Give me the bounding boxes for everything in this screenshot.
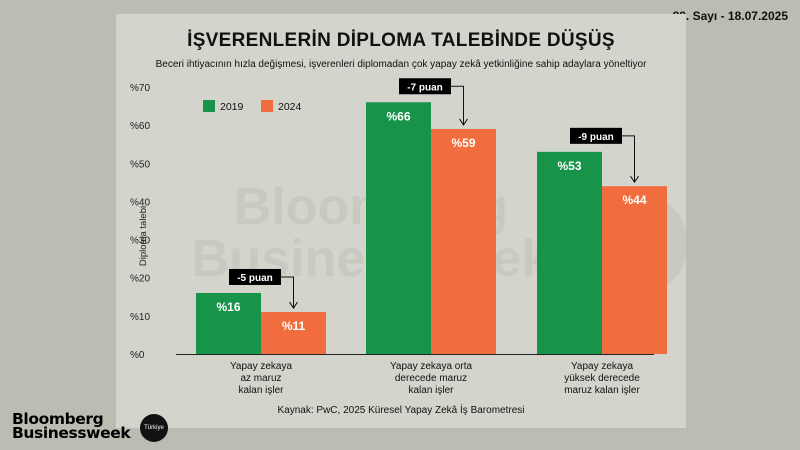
bar-2019	[537, 151, 602, 354]
brand-logo: Bloomberg Businessweek	[12, 410, 131, 442]
difference-badge	[399, 78, 451, 95]
legend-swatch-2024	[261, 100, 273, 112]
difference-arrow-line	[451, 85, 464, 125]
bar-2019	[196, 292, 261, 354]
difference-label: -5 puan	[237, 273, 273, 284]
bar-value-label: %16	[216, 300, 240, 314]
category-label: Yapay zekaya	[230, 361, 293, 372]
difference-arrow-head	[459, 118, 468, 126]
category-label: Yapay zekaya	[571, 361, 634, 372]
y-tick-label: %30	[130, 236, 150, 247]
difference-label: -9 puan	[578, 132, 614, 143]
y-axis-label: Diploma talebi	[138, 206, 149, 266]
difference-arrow-head	[630, 175, 639, 184]
bar-2019	[366, 102, 431, 354]
legend-label-2019: 2019	[220, 101, 244, 113]
bar-2024	[602, 186, 667, 354]
category-label: kalan işler	[238, 385, 284, 396]
brand-line-2: Businessweek	[12, 424, 131, 442]
issue-date: 88. Sayı - 18.07.2025	[672, 9, 788, 23]
category-label: kalan işler	[408, 385, 454, 396]
category-label: maruz kalan işler	[564, 385, 640, 396]
chart-source: Kaynak: PwC, 2025 Küresel Yapay Zekâ İş …	[277, 405, 525, 416]
y-tick-label: %40	[130, 197, 150, 208]
difference-label: -7 puan	[407, 82, 443, 93]
category-label: derecede maruz	[395, 373, 467, 384]
y-tick-label: %50	[130, 159, 150, 170]
category-label: az maruz	[240, 373, 281, 384]
chart-panel: BloombergBusinessweekTürkiye%0%10%20%30%…	[116, 14, 686, 428]
legend-label-2024: 2024	[278, 101, 302, 113]
bar-value-label: %44	[622, 193, 646, 207]
brand-badge: Türkiye	[140, 414, 168, 442]
bar-value-label: %59	[451, 136, 475, 150]
y-tick-label: %60	[130, 121, 150, 132]
difference-badge	[229, 268, 281, 285]
difference-arrow-head	[289, 301, 298, 309]
brand-line-1: Bloomberg	[12, 410, 104, 428]
chart-title: İŞVERENLERİN DİPLOMA TALEBİNDE DÜŞÜŞ	[187, 30, 615, 51]
chart-subtitle: Beceri ihtiyacının hızla değişmesi, işve…	[155, 59, 647, 70]
category-label: yüksek derecede	[564, 373, 640, 384]
bar-value-label: %11	[282, 319, 306, 333]
y-tick-label: %10	[130, 312, 150, 323]
difference-arrow-line	[622, 135, 635, 183]
y-tick-label: %20	[130, 274, 150, 285]
bar-value-label: %66	[386, 109, 410, 123]
category-label: Yapay zekaya orta	[390, 361, 473, 372]
y-tick-label: %70	[130, 83, 150, 94]
bar-value-label: %53	[557, 159, 581, 173]
y-tick-label: %0	[130, 350, 145, 361]
difference-arrow-line	[281, 276, 294, 309]
difference-badge	[570, 127, 622, 144]
bar-2024	[261, 312, 326, 354]
legend-swatch-2019	[203, 100, 215, 112]
bar-2024	[431, 128, 496, 354]
bar-chart: BloombergBusinessweekTürkiye%0%10%20%30%…	[130, 78, 686, 396]
